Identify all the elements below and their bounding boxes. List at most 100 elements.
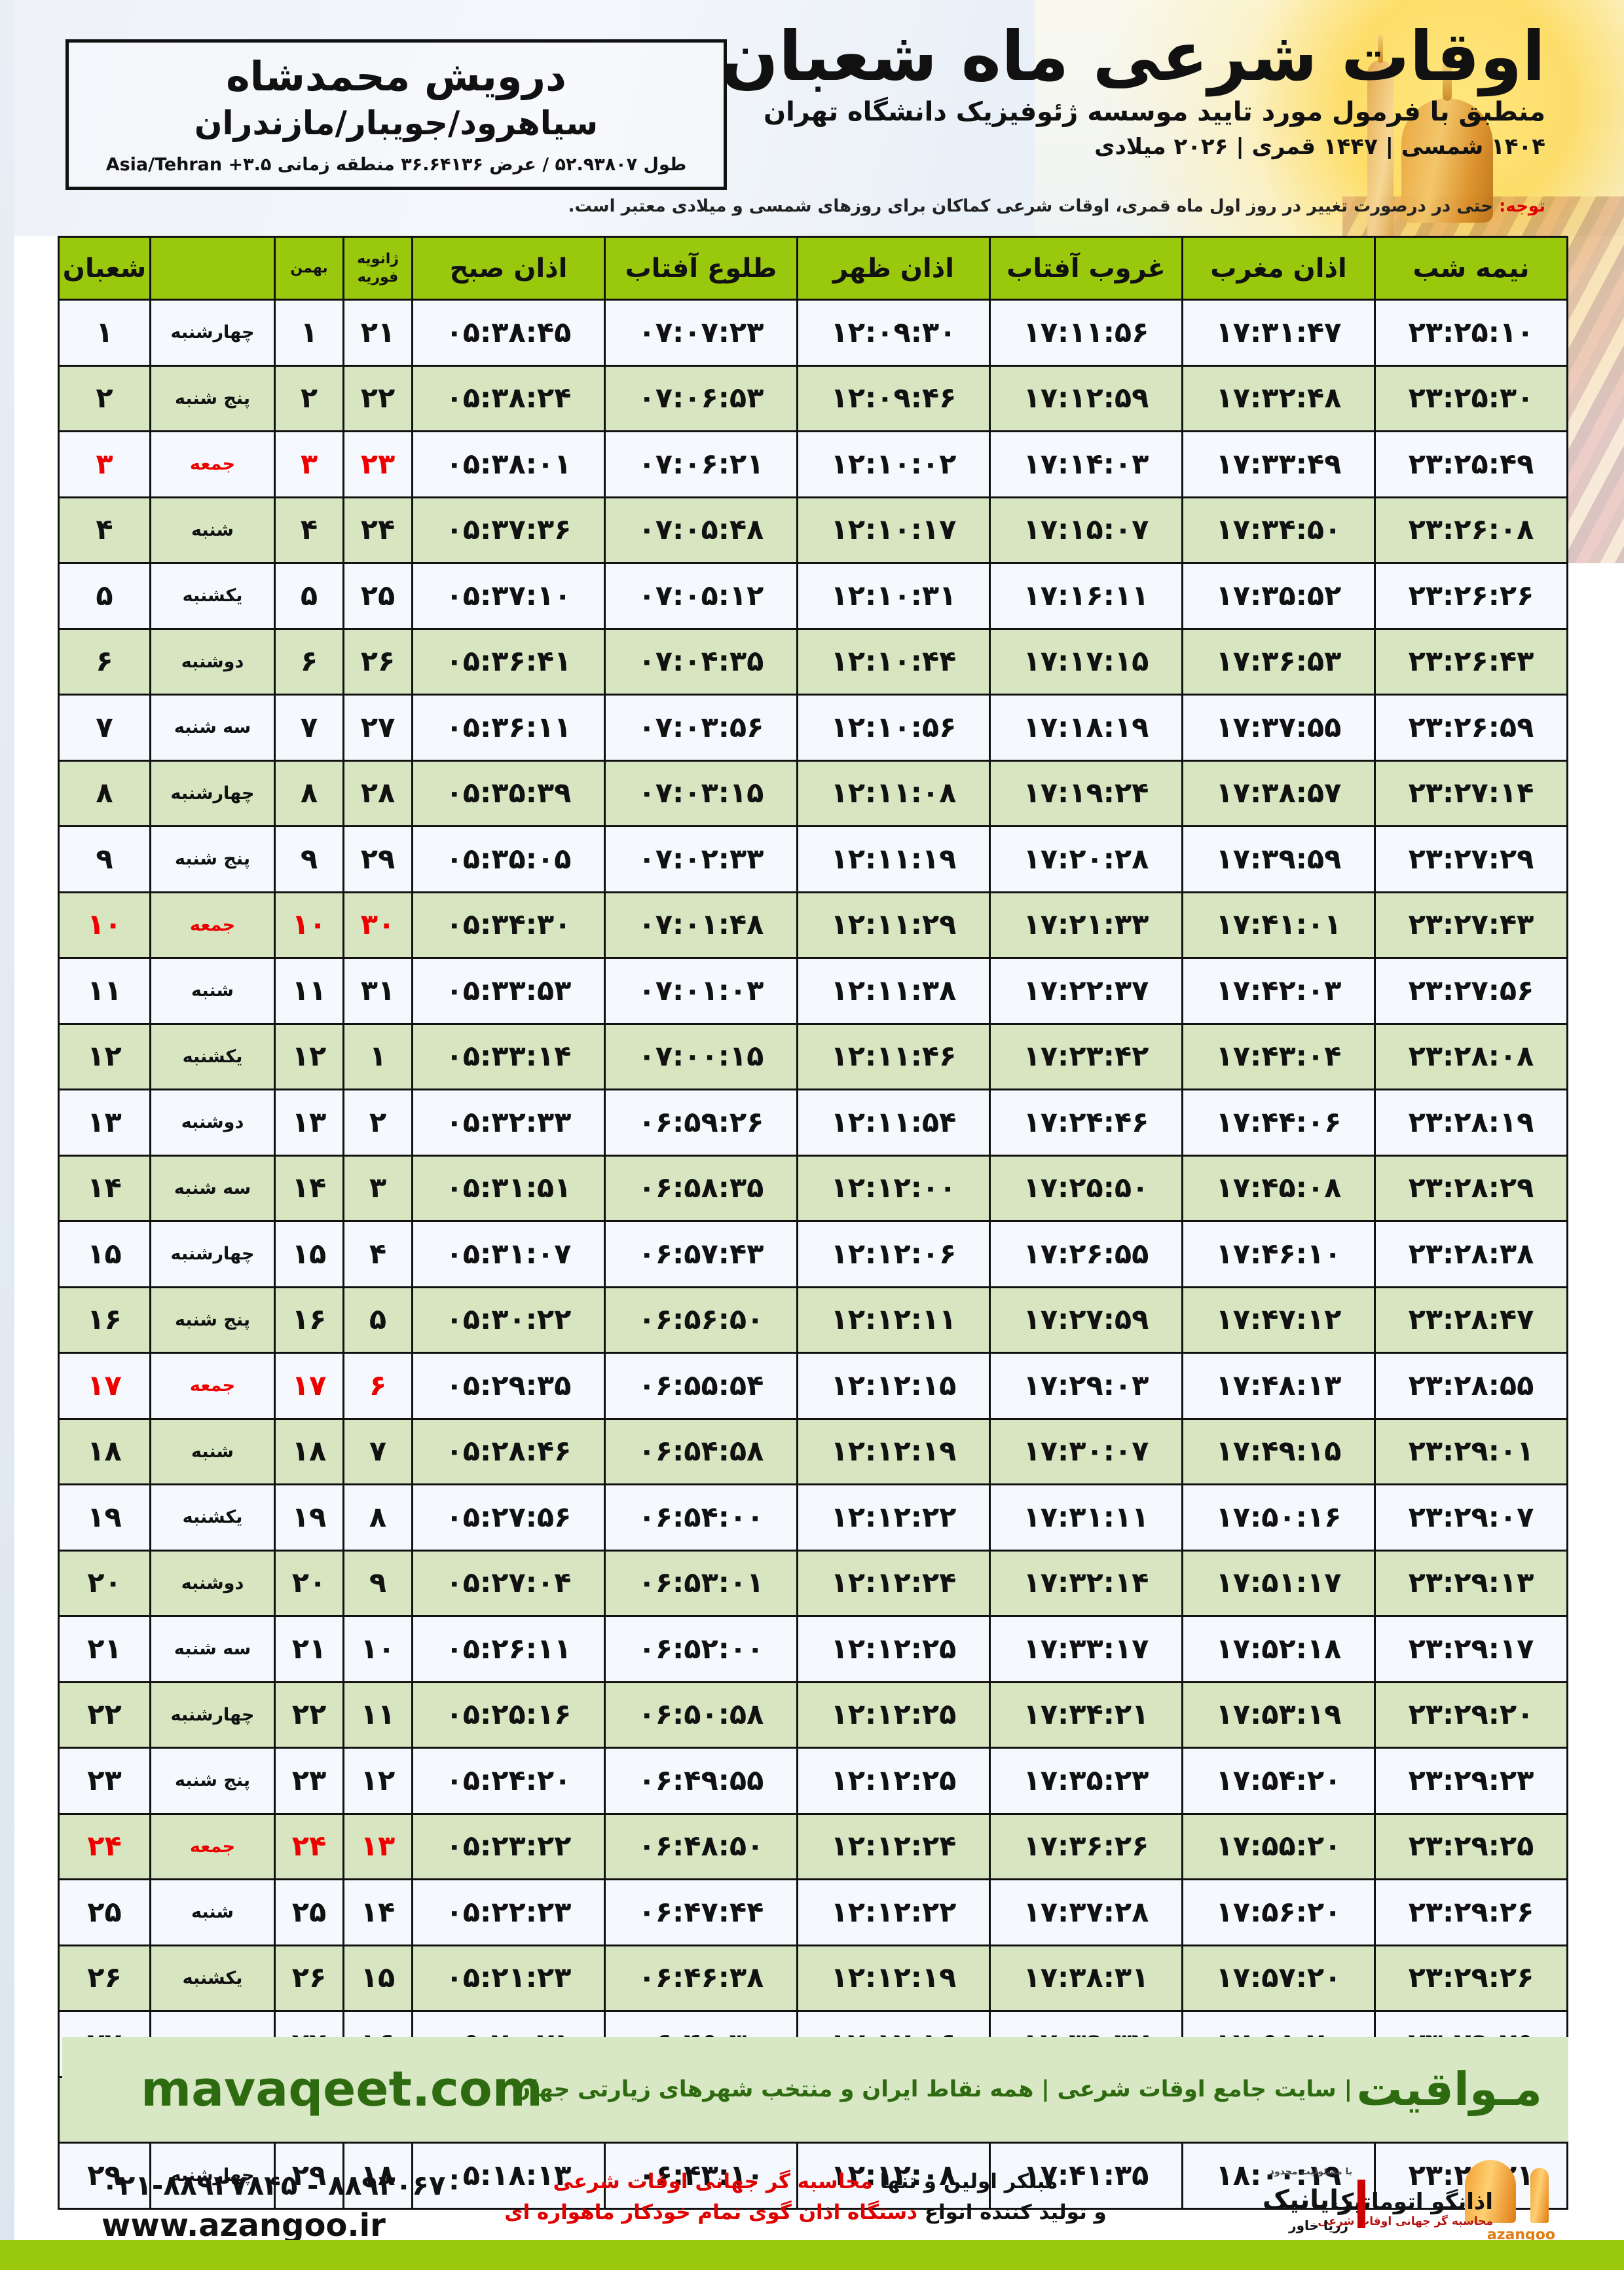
cell-fajr: ۰۵:۲۶:۱۱ (411, 1615, 606, 1683)
promo-line-1-highlight: محاسبه گر جهانی اوقات شرعی (553, 2170, 873, 2193)
page-title: اوقات شرعی ماه شعبان (720, 16, 1546, 96)
cell-weekday: شنبه (149, 496, 276, 564)
cell-midnight: ۲۳:۲۹:۲۳ (1374, 1747, 1568, 1815)
cell-weekday: دوشنبه (149, 1549, 276, 1617)
prayer-times-table-wrapper: نیمه شب اذان مغرب غروب آفتاب اذان ظهر طل… (58, 236, 1568, 2210)
cell-sunset: ۱۷:۳۲:۱۴ (989, 1549, 1183, 1617)
cell-gregorian-day: ۱۸ (342, 2142, 413, 2210)
cell-gregorian-day: ۶ (342, 1352, 413, 1420)
cell-midnight: ۲۳:۲۹:۱۳ (1374, 1549, 1568, 1617)
cell-sunset: ۱۷:۱۷:۱۵ (989, 627, 1183, 696)
cell-shamsi-day: ۷ (274, 694, 344, 762)
cell-hijri-day: ۱۴ (58, 1154, 151, 1222)
cell-sunset: ۱۷:۲۷:۵۹ (989, 1286, 1183, 1354)
table-row: ۲۳:۲۹:۰۷ ۱۷:۵۰:۱۶ ۱۷:۳۱:۱۱ ۱۲:۱۲:۲۲ ۰۶:۵۴:۰۰… (58, 1483, 1568, 1552)
promo-line-1-plain: مبتکر اولین و تنها (872, 2170, 1058, 2193)
table-row: ۲۳:۲۵:۱۰ ۱۷:۳۱:۴۷ ۱۷:۱۱:۵۶ ۱۲:۰۹:۳۰ ۰۷:۰۷:۲۳… (58, 299, 1568, 367)
notice-label: توجه: (1499, 196, 1545, 216)
cell-midnight: ۲۳:۲۸:۱۹ (1374, 1088, 1568, 1157)
bottom-green-strip (0, 2240, 1624, 2270)
cell-sunset: ۱۷:۳۷:۲۸ (989, 1878, 1183, 1946)
table-row: ۲۳:۲۶:۴۳ ۱۷:۳۶:۵۳ ۱۷:۱۷:۱۵ ۱۲:۱۰:۴۴ ۰۷:۰۴:۳۵… (58, 627, 1568, 696)
cell-fajr: ۰۵:۲۱:۲۳ (411, 1944, 606, 2012)
cell-fajr: ۰۵:۳۵:۰۵ (411, 825, 606, 893)
cell-midnight: ۲۳:۲۹:۲۶ (1374, 1944, 1568, 2012)
cell-sunrise: ۰۷:۰۶:۵۳ (604, 364, 798, 432)
cell-sunrise: ۰۶:۵۴:۵۸ (604, 1417, 798, 1485)
prayer-times-table: نیمه شب اذان مغرب غروب آفتاب اذان ظهر طل… (58, 236, 1568, 2210)
cell-gregorian-day: ۱۵ (342, 1944, 413, 2012)
shamsi-month-bahman: بهمن (290, 259, 328, 276)
cell-maghrib: ۱۷:۳۵:۵۲ (1181, 562, 1376, 630)
cell-weekday: یکشنبه (149, 562, 276, 630)
cell-shamsi-day: ۱۶ (274, 1286, 344, 1354)
cell-midnight: ۲۳:۲۹:۱۷ (1374, 1615, 1568, 1683)
cell-maghrib: ۱۷:۳۷:۵۵ (1181, 694, 1376, 762)
cell-sunset: ۱۷:۳۱:۱۱ (989, 1483, 1183, 1552)
cell-gregorian-day: ۲۲ (342, 364, 413, 432)
notice-body: حتی در درصورت تغییر در روز اول ماه قمری،… (568, 196, 1493, 216)
cell-maghrib: ۱۷:۳۲:۴۸ (1181, 364, 1376, 432)
cell-shamsi-day: ۲۱ (274, 1615, 344, 1683)
cell-shamsi-day: ۲۰ (274, 1549, 344, 1617)
cell-gregorian-day: ۱۲ (342, 1747, 413, 1815)
cell-maghrib: ۱۷:۴۳:۰۴ (1181, 1022, 1376, 1090)
cell-hijri-day: ۲۰ (58, 1549, 151, 1617)
cell-midnight: ۲۳:۲۷:۱۴ (1374, 759, 1568, 827)
cell-midnight: ۲۳:۲۶:۴۳ (1374, 627, 1568, 696)
table-row: ۲۳:۲۹:۱۳ ۱۷:۵۱:۱۷ ۱۷:۳۲:۱۴ ۱۲:۱۲:۲۴ ۰۶:۵۳:۰۱… (58, 1549, 1568, 1617)
brand-website-link[interactable]: mavaqeet.com (141, 2061, 543, 2117)
table-row: ۲۳:۲۸:۵۵ ۱۷:۴۸:۱۳ ۱۷:۲۹:۰۳ ۱۲:۱۲:۱۵ ۰۶:۵۵:۵۴… (58, 1352, 1568, 1420)
cell-sunset: ۱۷:۲۴:۴۶ (989, 1088, 1183, 1157)
cell-maghrib: ۱۷:۵۶:۲۰ (1181, 1878, 1376, 1946)
cell-hijri-day: ۱ (58, 299, 151, 367)
cell-fajr: ۰۵:۳۳:۱۴ (411, 1022, 606, 1090)
table-row: ۲۳:۲۸:۰۸ ۱۷:۴۳:۰۴ ۱۷:۲۳:۴۲ ۱۲:۱۱:۴۶ ۰۷:۰۰:۱۵… (58, 1022, 1568, 1090)
column-header-fajr: اذان صبح (411, 236, 606, 301)
cell-maghrib: ۱۷:۵۰:۱۶ (1181, 1483, 1376, 1552)
cell-maghrib: ۱۷:۵۳:۱۹ (1181, 1681, 1376, 1749)
cell-midnight: ۲۳:۲۸:۲۹ (1374, 1154, 1568, 1222)
cell-weekday: یکشنبه (149, 1944, 276, 2012)
cell-maghrib: ۱۷:۳۱:۴۷ (1181, 299, 1376, 367)
cell-dhuhr: ۱۲:۱۱:۵۴ (796, 1088, 991, 1157)
cell-maghrib: ۱۸:۰۰:۱۹ (1181, 2142, 1376, 2210)
table-row: ۲۳:۲۷:۲۹ ۱۷:۳۹:۵۹ ۱۷:۲۰:۲۸ ۱۲:۱۱:۱۹ ۰۷:۰۲:۳۳… (58, 825, 1568, 893)
page-subtitle: منطبق با فرمول مورد تایید موسسه ژئوفیزیک… (763, 97, 1545, 128)
cell-maghrib: ۱۷:۵۴:۲۰ (1181, 1747, 1376, 1815)
cell-hijri-day: ۱۵ (58, 1220, 151, 1288)
cell-sunrise: ۰۶:۵۵:۵۴ (604, 1352, 798, 1420)
cell-gregorian-day: ۲۴ (342, 496, 413, 564)
table-header-row: نیمه شب اذان مغرب غروب آفتاب اذان ظهر طل… (58, 236, 1568, 301)
cell-maghrib: ۱۷:۴۶:۱۰ (1181, 1220, 1376, 1288)
cell-weekday: سه شنبه (149, 1154, 276, 1222)
cell-gregorian-day: ۲۶ (342, 627, 413, 696)
cell-fajr: ۰۵:۳۶:۴۱ (411, 627, 606, 696)
cell-midnight: ۲۳:۲۹:۲۶ (1374, 1878, 1568, 1946)
cell-hijri-day: ۱۹ (58, 1483, 151, 1552)
cell-sunset: ۱۷:۲۹:۰۳ (989, 1352, 1183, 1420)
gregorian-month-february: فوریه (357, 269, 399, 286)
azangoo-minaret-icon (1530, 2168, 1549, 2223)
cell-dhuhr: ۱۲:۱۲:۲۵ (796, 1681, 991, 1749)
cell-sunset: ۱۷:۳۵:۲۳ (989, 1747, 1183, 1815)
cell-shamsi-day: ۳ (274, 430, 344, 498)
cell-dhuhr: ۱۲:۱۲:۲۴ (796, 1549, 991, 1617)
cell-gregorian-day: ۴ (342, 1220, 413, 1288)
cell-dhuhr: ۱۲:۱۲:۰۸ (796, 2142, 991, 2210)
footer-brand-bar: مـواقیت | سایت جامع اوقات شرعی | همه نقا… (62, 2037, 1568, 2142)
contact-website[interactable]: www.azangoo.ir (101, 2207, 386, 2244)
column-header-dhuhr: اذان ظهر (796, 236, 991, 301)
cell-hijri-day: ۲۶ (58, 1944, 151, 2012)
table-row: ۲۳:۲۷:۵۶ ۱۷:۴۲:۰۳ ۱۷:۲۲:۳۷ ۱۲:۱۱:۳۸ ۰۷:۰۱:۰۳… (58, 957, 1568, 1025)
cell-sunrise: ۰۶:۴۸:۵۰ (604, 1812, 798, 1880)
cell-midnight: ۲۳:۲۶:۰۸ (1374, 496, 1568, 564)
cell-dhuhr: ۱۲:۱۱:۳۸ (796, 957, 991, 1025)
cell-fajr: ۰۵:۳۲:۳۳ (411, 1088, 606, 1157)
cell-sunset: ۱۷:۲۶:۵۵ (989, 1220, 1183, 1288)
cell-hijri-day: ۹ (58, 825, 151, 893)
cell-dhuhr: ۱۲:۰۹:۳۰ (796, 299, 991, 367)
cell-gregorian-day: ۱۴ (342, 1878, 413, 1946)
cell-hijri-day: ۱۸ (58, 1417, 151, 1485)
cell-weekday: چهارشنبه (149, 2142, 276, 2210)
